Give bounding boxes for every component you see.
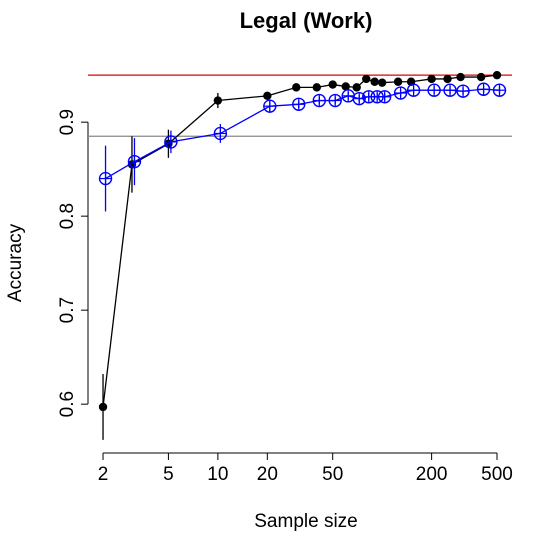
point [427,74,436,84]
point [370,77,379,86]
point [476,72,486,82]
point [341,89,355,103]
point [443,74,452,84]
x-tick-label: 200 [416,464,448,485]
point [456,84,470,98]
x-tick-label: 5 [163,464,174,485]
point [443,83,457,97]
point [312,83,321,92]
y-tick-label: 0.8 [57,203,78,229]
point [492,70,502,80]
point [127,154,142,169]
point [406,83,421,97]
series-line [105,88,500,180]
point [377,78,387,87]
x-tick-label: 10 [207,464,228,485]
x-tick-label: 500 [481,464,513,485]
y-tick-label: 0.9 [57,109,78,135]
point [263,91,272,101]
point [164,135,178,149]
point [98,171,113,186]
series-line [102,74,498,408]
point [292,97,306,112]
x-axis-label: Sample size [254,511,358,532]
point [362,74,371,84]
point [393,86,408,100]
y-tick-label: 0.6 [57,391,78,417]
point [377,90,392,104]
point [492,83,507,97]
x-tick-label: 2 [98,464,109,485]
point [263,99,277,113]
point [312,93,326,108]
chart-title: Legal (Work) [240,8,373,33]
x-tick-label: 20 [257,464,278,485]
point [292,83,301,92]
point [213,126,228,141]
point [352,83,361,92]
y-axis-label: Accuracy [5,223,26,302]
point [328,80,337,89]
point [427,83,441,97]
point [213,96,223,105]
point [476,82,491,96]
point [393,77,403,86]
point [328,93,342,108]
y-tick-label: 0.7 [57,297,78,323]
point [456,72,465,82]
point [341,82,350,91]
point [98,402,108,412]
x-tick-label: 50 [322,464,343,485]
